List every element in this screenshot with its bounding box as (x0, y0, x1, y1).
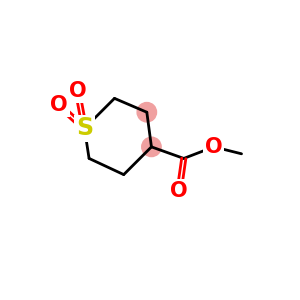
Circle shape (137, 103, 157, 122)
Circle shape (142, 137, 161, 157)
Text: O: O (205, 137, 223, 157)
Text: O: O (170, 181, 188, 201)
Text: O: O (50, 95, 68, 115)
Text: S: S (76, 116, 93, 140)
Text: O: O (69, 81, 86, 101)
